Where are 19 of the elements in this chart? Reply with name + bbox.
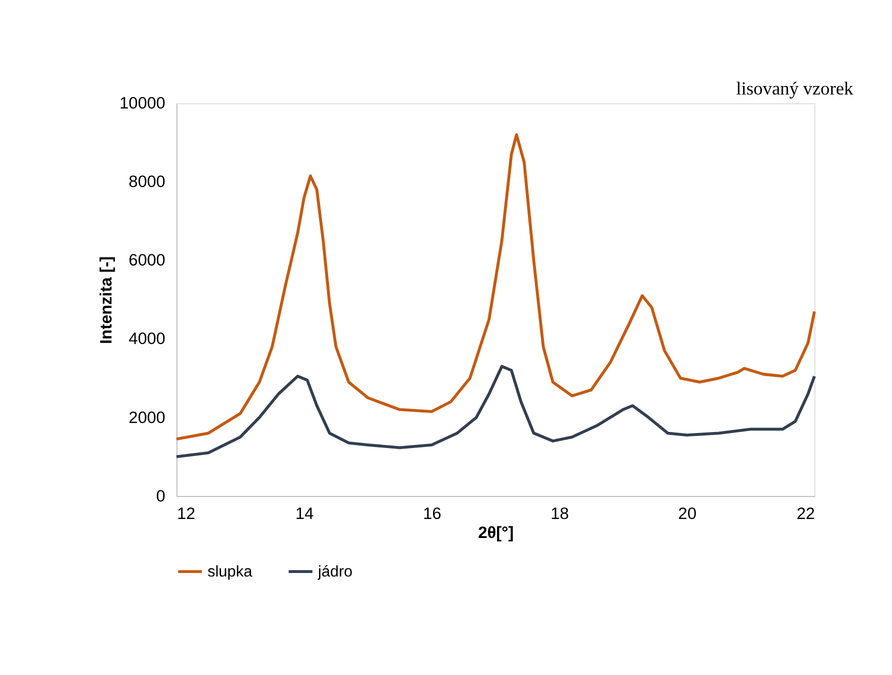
line-series	[175, 364, 816, 458]
legend-label: slupka	[207, 563, 253, 580]
y-tick-label: 4000	[128, 330, 166, 348]
x-tick-label: 16	[422, 504, 442, 523]
legend-label: jádro	[317, 563, 352, 580]
x-tick-label: 14	[295, 504, 314, 523]
y-tick-label: 10000	[120, 94, 166, 113]
y-tick-label: 6000	[128, 252, 166, 270]
x-tick-label: 20	[678, 504, 696, 523]
y-tick-label: 2000	[128, 408, 166, 427]
line-series	[175, 133, 816, 440]
y-axis-title: Intenzita [-]	[98, 256, 116, 344]
x-axis-title: 2θ[°]	[478, 524, 514, 542]
y-tick-label: 0	[156, 487, 166, 506]
text: lisovaný vzorek	[736, 78, 854, 99]
x-tick-label: 22	[796, 504, 815, 523]
y-tick-label: 8000	[128, 173, 166, 192]
x-tick-label: 12	[176, 504, 196, 523]
x-tick-label: 18	[550, 504, 569, 523]
